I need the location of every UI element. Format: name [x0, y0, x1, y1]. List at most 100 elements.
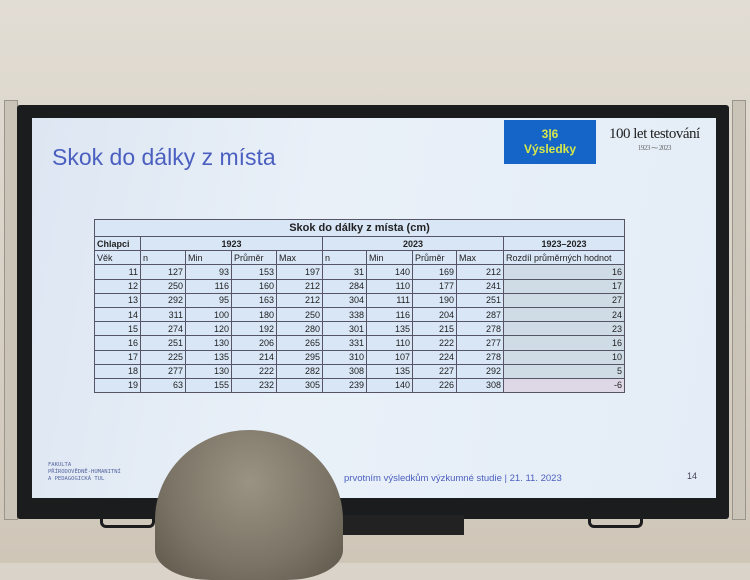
table-cell: 116: [366, 306, 413, 323]
table-cell: 212: [276, 292, 323, 308]
table-cell: 63: [140, 377, 186, 394]
column-header: Max: [456, 250, 504, 266]
table-cell: 310: [322, 349, 367, 365]
diff-cell: 5: [503, 363, 625, 379]
table-cell: 135: [366, 321, 413, 337]
diff-cell: 24: [503, 306, 625, 323]
logo-text: 100 let testování: [609, 126, 700, 142]
table-cell: 292: [140, 292, 186, 308]
table-row: 17 225 135 214 295 310 107 224 278 10: [94, 349, 625, 365]
diff-cell: 23: [503, 321, 625, 337]
table-cell: 120: [185, 321, 232, 337]
table-cell: 331: [322, 335, 367, 351]
screen-foot-right: [588, 514, 643, 528]
table-row: 19 63 155 232 305 239 140 226 308 -6: [94, 377, 625, 394]
table-cell: 214: [231, 349, 277, 365]
table-cell: 338: [322, 306, 367, 323]
screen-foot-left: [100, 514, 155, 528]
table-row: 14 311 100 180 250 338 116 204 287 24: [94, 306, 625, 323]
table-cell: 227: [412, 363, 457, 379]
faculty-logo: FAKULTA PŘÍRODOVĚDNĚ-HUMANITNÍ A PEDAGOGIC…: [48, 462, 121, 483]
table-cell: 110: [366, 335, 413, 351]
table-cell: 130: [185, 335, 232, 351]
table-cell: 277: [140, 363, 186, 379]
table-cell: 284: [322, 278, 367, 294]
table-cell: 304: [322, 292, 367, 308]
table-cell: 308: [456, 377, 504, 394]
column-header: Max: [276, 250, 323, 266]
table-cell: 250: [140, 278, 186, 294]
column-header: Průměr: [231, 250, 277, 266]
diff-cell: 27: [503, 292, 625, 308]
table-cell: 155: [185, 377, 232, 394]
column-header: n: [322, 250, 367, 266]
table-cell: 250: [276, 306, 323, 323]
table-cell: 14: [94, 306, 141, 323]
table-cell: 311: [140, 306, 186, 323]
diff-cell: 16: [503, 264, 625, 280]
table-cell: 287: [456, 306, 504, 323]
results-table: Skok do dálky z místa (cm) Chlapci 1923 20…: [94, 219, 625, 394]
table-cell: 222: [412, 335, 457, 351]
table-row: 16 251 130 206 265 331 110 222 277 16: [94, 335, 625, 351]
table-cell: 163: [231, 292, 277, 308]
table-cell: 280: [276, 321, 323, 337]
table-cell: 206: [231, 335, 277, 351]
column-header: Min: [366, 250, 413, 266]
diff-cell: 17: [503, 278, 625, 294]
table-cell: 192: [231, 321, 277, 337]
year-1923-header: 1923: [140, 235, 323, 252]
presentation-slide: Skok do dálky z místa 3|6 Výsledky 100 l…: [32, 118, 716, 498]
table-cell: 222: [231, 363, 277, 379]
section-badge: 3|6 Výsledky: [504, 120, 596, 164]
table-cell: 127: [140, 264, 186, 280]
table-cell: 215: [412, 321, 457, 337]
table-cell: 226: [412, 377, 457, 394]
diff-cell: 10: [503, 349, 625, 365]
table-cell: 116: [185, 278, 232, 294]
slide-footer: prvotním výsledkům výzkumné studie | 21.…: [344, 473, 562, 484]
table-cell: 160: [231, 278, 277, 294]
wall-bracket-right: [732, 100, 746, 520]
table-cell: 225: [140, 349, 186, 365]
table-cell: 11: [94, 264, 141, 280]
table-cell: 295: [276, 349, 323, 365]
section-number: 3|6: [541, 127, 559, 141]
table-cell: 111: [366, 292, 413, 308]
table-cell: 278: [456, 321, 504, 337]
group-label: Chlapci: [94, 235, 141, 252]
year-2023-header: 2023: [322, 235, 504, 252]
table-cell: 308: [322, 363, 367, 379]
table-row: 12 250 116 160 212 284 110 177 241 17: [94, 278, 625, 294]
table-row: 13 292 95 163 212 304 111 190 251 27: [94, 292, 625, 308]
page-number: 14: [687, 471, 698, 481]
table-cell: 241: [456, 278, 504, 294]
faculty-line: PŘÍRODOVĚDNĚ-HUMANITNÍ: [48, 469, 121, 475]
table-cell: 274: [140, 321, 186, 337]
screen-soundbar: [340, 515, 464, 535]
table-cell: 180: [231, 306, 277, 323]
table-row: 15 274 120 192 280 301 135 215 278 23: [94, 321, 625, 337]
table-cell: 204: [412, 306, 457, 323]
table-cell: 212: [456, 264, 504, 280]
table-cell: 265: [276, 335, 323, 351]
table-cell: 95: [185, 292, 232, 308]
column-header: Min: [185, 250, 232, 266]
table-cell: 93: [185, 264, 232, 280]
logo-years: 1923 ⁓ 2023: [637, 144, 671, 152]
table-cell: 224: [412, 349, 457, 365]
table-row: 18 277 130 222 282 308 135 227 292 5: [94, 363, 625, 379]
table-cell: 169: [412, 264, 457, 280]
column-header: Průměr: [412, 250, 457, 266]
table-cell: 13: [94, 292, 141, 308]
table-cell: 100: [185, 306, 232, 323]
table-cell: 305: [276, 377, 323, 394]
anniversary-logo: 100 let testování 1923 ⁓ 2023: [609, 126, 700, 152]
table-cell: 18: [94, 363, 141, 379]
table-cell: 292: [456, 363, 504, 379]
table-cell: 232: [231, 377, 277, 394]
table-row: 11 127 93 153 197 31 140 169 212 16: [94, 264, 625, 280]
diff-cell: 16: [503, 335, 625, 351]
table-cell: 251: [456, 292, 504, 308]
table-cell: 110: [366, 278, 413, 294]
